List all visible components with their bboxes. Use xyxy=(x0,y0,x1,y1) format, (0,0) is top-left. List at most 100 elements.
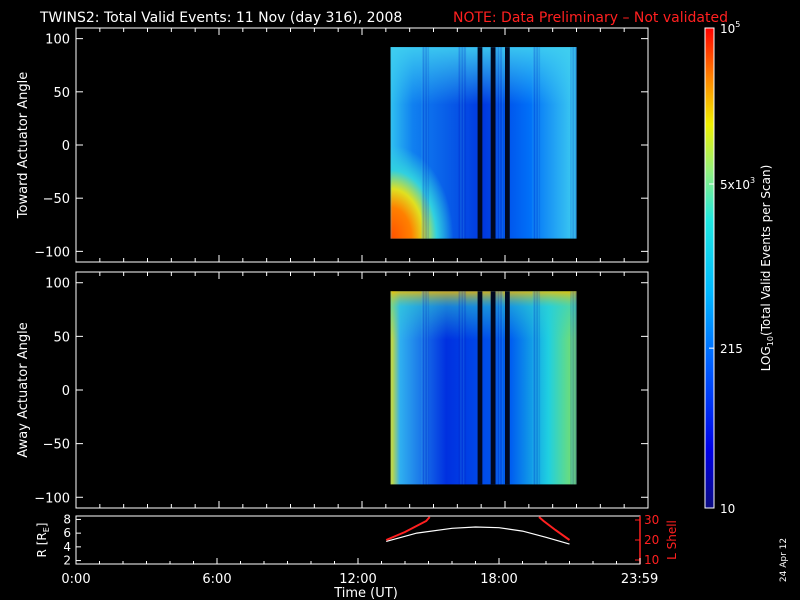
heatmap-streak xyxy=(495,47,497,239)
radius-axis-label: R [RE] xyxy=(35,523,51,558)
heatmap-streak xyxy=(501,291,504,485)
heatmap-streak xyxy=(498,47,501,239)
heatmap-streak xyxy=(532,47,534,239)
radius-line xyxy=(386,526,570,545)
radius-tick-label: 2 xyxy=(63,554,71,568)
x-tick-label: 6:00 xyxy=(202,572,231,587)
heatmap-streak xyxy=(500,47,503,239)
heatmap-streak xyxy=(390,47,393,239)
heatmap-streak xyxy=(427,291,430,485)
lshell-line xyxy=(385,516,431,541)
heatmap-streak xyxy=(461,47,464,239)
heatmap-streak xyxy=(461,291,463,485)
preliminary-note: NOTE: Data Preliminary – Not validated xyxy=(453,10,728,26)
heatmap-streak xyxy=(535,47,537,239)
heatmap-streak xyxy=(422,291,424,485)
y-tick-label: −100 xyxy=(34,491,70,506)
data-gap-band xyxy=(505,291,510,485)
y-tick-label: 100 xyxy=(45,33,70,48)
heatmap-streak xyxy=(496,291,498,485)
x-tick-label: 18:00 xyxy=(480,572,517,587)
heatmap-hot-corner xyxy=(390,114,475,239)
generation-date: 24 Apr 12 xyxy=(779,538,789,582)
heatmap-streak xyxy=(424,291,426,485)
heatmap-streak xyxy=(534,291,536,485)
heatmap-streak xyxy=(572,291,575,485)
heatmap-streak xyxy=(573,47,576,239)
y-tick-label: 50 xyxy=(53,330,70,345)
away-panel: 100 50 0 −50 −100 Away Actuator Angle xyxy=(16,271,649,509)
heatmap-streak xyxy=(498,47,500,239)
heatmap-streak xyxy=(423,291,425,485)
heatmap-streak xyxy=(538,291,541,485)
heatmap-streak xyxy=(499,47,502,239)
heatmap-streak xyxy=(535,291,538,485)
colorbar-gradient xyxy=(705,28,714,508)
radius-tick-label: 6 xyxy=(63,526,71,540)
heatmap-streak xyxy=(426,291,429,485)
heatmap-streak xyxy=(575,47,578,239)
heatmap-streak xyxy=(570,291,572,485)
heatmap-streak xyxy=(574,47,577,239)
x-tick-label: 23:59 xyxy=(621,572,658,587)
lshell-tick-label: 10 xyxy=(644,553,659,567)
heatmap-streak xyxy=(463,47,466,239)
heatmap-streak xyxy=(458,47,460,239)
toward-y-ticks: 100 50 0 −50 −100 xyxy=(34,28,649,262)
toward-panel: 100 50 0 −50 −100 Toward Actuator Angle xyxy=(16,27,649,263)
toward-y-axis-label: Toward Actuator Angle xyxy=(16,72,31,219)
heatmap-streak xyxy=(424,47,426,239)
heatmap-streak xyxy=(538,47,541,239)
heatmap-streak xyxy=(571,291,573,485)
heatmap-streak xyxy=(460,291,462,485)
heatmap-streak xyxy=(537,47,540,239)
colorbar: 10 215 5x103 105 LOG10(Total Valid Events p… xyxy=(704,20,775,516)
away-y-axis-label: Away Actuator Angle xyxy=(16,322,31,457)
y-tick-label: −50 xyxy=(43,192,70,207)
heatmap-streak xyxy=(497,47,499,239)
heatmap-streak xyxy=(462,291,465,485)
heatmap-streak xyxy=(426,47,429,239)
y-tick-label: 0 xyxy=(62,139,70,154)
heatmap-streak xyxy=(495,291,497,485)
heatmap-streak xyxy=(537,291,540,485)
lshell-tick-label: 20 xyxy=(644,533,659,547)
heatmap-streak xyxy=(572,47,575,239)
y-tick-label: −50 xyxy=(43,438,70,453)
chart-title: TWINS2: Total Valid Events: 11 Nov (day … xyxy=(39,10,402,26)
heatmap-streak xyxy=(500,291,503,485)
y-tick-label: 0 xyxy=(62,384,70,399)
data-gap-band xyxy=(477,47,483,239)
colorbar-tick-label: 215 xyxy=(720,342,743,356)
y-tick-label: 50 xyxy=(53,86,70,101)
x-tick-label: 12:00 xyxy=(339,572,376,587)
radius-tick-label: 8 xyxy=(63,512,71,526)
heatmap-streak xyxy=(498,291,501,485)
heatmap-streak xyxy=(422,47,424,239)
heatmap-streak xyxy=(532,291,534,485)
heatmap-streak xyxy=(574,291,577,485)
heatmap-streak xyxy=(464,47,467,239)
data-gap-band xyxy=(505,47,510,239)
heatmap-streak xyxy=(461,291,464,485)
heatmap-streak xyxy=(571,47,573,239)
heatmap-streak xyxy=(496,47,498,239)
heatmap-streak xyxy=(575,291,578,485)
heatmap-streak xyxy=(498,291,500,485)
heatmap-streak xyxy=(573,291,576,485)
heatmap-streak xyxy=(533,47,535,239)
y-tick-label: −100 xyxy=(34,245,70,260)
x-tick-label: 0:00 xyxy=(61,572,90,587)
lshell-line xyxy=(538,516,571,541)
data-gap-band xyxy=(490,291,496,485)
heatmap-streak xyxy=(535,47,538,239)
lshell-axis-label: L Shell xyxy=(665,520,679,560)
heatmap-streak xyxy=(423,47,425,239)
data-gap-band xyxy=(490,47,496,239)
colorbar-tick-label: 105 xyxy=(720,20,740,36)
heatmap-streak xyxy=(461,47,463,239)
heatmap-streak xyxy=(536,291,539,485)
heatmap-streak xyxy=(421,291,423,485)
heatmap-streak xyxy=(497,291,499,485)
